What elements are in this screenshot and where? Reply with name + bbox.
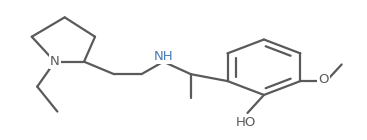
Text: N: N xyxy=(50,55,60,68)
Text: HO: HO xyxy=(236,116,256,129)
Text: NH: NH xyxy=(153,50,173,63)
Text: O: O xyxy=(318,73,328,86)
